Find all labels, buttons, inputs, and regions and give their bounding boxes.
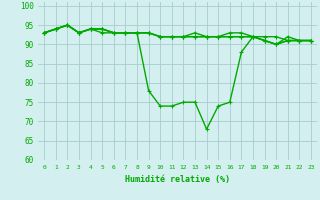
X-axis label: Humidité relative (%): Humidité relative (%) bbox=[125, 175, 230, 184]
